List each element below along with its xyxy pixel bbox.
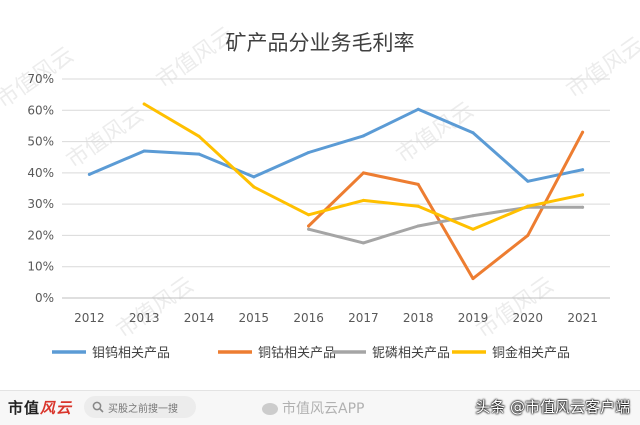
y-tick-label: 50%: [27, 135, 54, 149]
weibo-icon: [262, 403, 278, 415]
data-point-series-1: [581, 168, 585, 172]
client-credit: 头条 @市值风云客户端: [475, 398, 630, 416]
data-point-series-1: [142, 149, 146, 153]
data-point-series-1: [416, 107, 420, 111]
data-point-series-3: [307, 227, 311, 231]
legend-label-2: 铜钴相关产品: [258, 346, 336, 361]
brand-logo[interactable]: 市值风云: [8, 397, 72, 418]
data-point-series-4: [197, 134, 201, 138]
x-tick-label: 2019: [458, 311, 489, 325]
x-tick-label: 2017: [348, 311, 379, 325]
x-tick-label: 2014: [184, 311, 215, 325]
data-point-series-1: [197, 152, 201, 156]
data-point-series-2: [526, 233, 530, 237]
search-placeholder: 买股之前搜一搜: [108, 403, 178, 415]
y-tick-label: 60%: [27, 103, 54, 117]
x-tick-label: 2018: [403, 311, 434, 325]
data-point-series-4: [361, 198, 365, 202]
data-point-series-4: [307, 213, 311, 217]
y-tick-label: 40%: [27, 166, 54, 180]
x-tick-label: 2012: [74, 311, 105, 325]
x-tick-label: 2020: [513, 311, 544, 325]
series-line-1: [87, 107, 585, 183]
series-line-2: [307, 130, 585, 281]
search-icon: [88, 401, 108, 413]
data-point-series-4: [471, 227, 475, 231]
x-tick-label: 2016: [293, 311, 324, 325]
data-point-series-1: [87, 172, 91, 176]
chart: 矿产品分业务毛利率 0% 10% 20% 30% 40% 50% 60% 70% 2012 2013…: [27, 31, 610, 361]
y-tick-label: 20%: [27, 228, 54, 242]
data-point-series-3: [581, 205, 585, 209]
data-point-series-3: [416, 224, 420, 228]
brand-logo-main: 市值: [8, 399, 41, 417]
chart-frame: 市值风云 市值风云 市值风云 市值风云 市值风云 市值风云 市值风云 矿产品分业…: [0, 22, 640, 391]
y-tick-label: 70%: [27, 72, 54, 86]
search-box[interactable]: 买股之前搜一搜: [84, 396, 196, 418]
y-tick-label: 10%: [27, 260, 54, 274]
y-tick-label: 0%: [35, 291, 54, 305]
data-point-series-3: [471, 214, 475, 218]
data-point-series-4: [416, 204, 420, 208]
data-point-series-2: [581, 130, 585, 134]
data-point-series-2: [361, 171, 365, 175]
brand-logo-accent: 风云: [40, 399, 73, 417]
data-point-series-4: [142, 102, 146, 106]
data-point-series-4: [526, 204, 530, 208]
legend-label-4: 铜金相关产品: [492, 345, 570, 361]
x-tick-label: 2013: [129, 311, 160, 325]
series-line-4: [142, 102, 585, 231]
y-tick-label: 30%: [27, 197, 54, 211]
data-point-series-2: [471, 277, 475, 281]
data-point-series-4: [581, 193, 585, 197]
data-point-series-1: [307, 151, 311, 154]
x-tick-label: 2015: [239, 311, 270, 325]
legend-label-1: 钼钨相关产品: [92, 345, 170, 361]
data-point-series-1: [526, 179, 530, 183]
app-watermark-text: 市值风云APP: [282, 401, 365, 417]
series-line-3: [307, 205, 585, 245]
chart-title: 矿产品分业务毛利率: [226, 31, 415, 55]
legend-label-3: 铌磷相关产品: [372, 346, 450, 361]
data-point-series-4: [252, 185, 256, 189]
x-tick-label: 2021: [567, 311, 598, 325]
data-point-series-2: [416, 182, 420, 186]
app-watermark: 市值风云APP: [262, 398, 364, 418]
data-point-series-3: [361, 241, 365, 245]
data-point-series-1: [361, 134, 365, 138]
data-point-series-1: [471, 131, 475, 135]
footer-bar: 市值风云 买股之前搜一搜 市值风云APP 头条 @市值风云客户端: [0, 391, 640, 425]
data-point-series-1: [252, 175, 256, 179]
data-point-series-2: [307, 224, 311, 228]
